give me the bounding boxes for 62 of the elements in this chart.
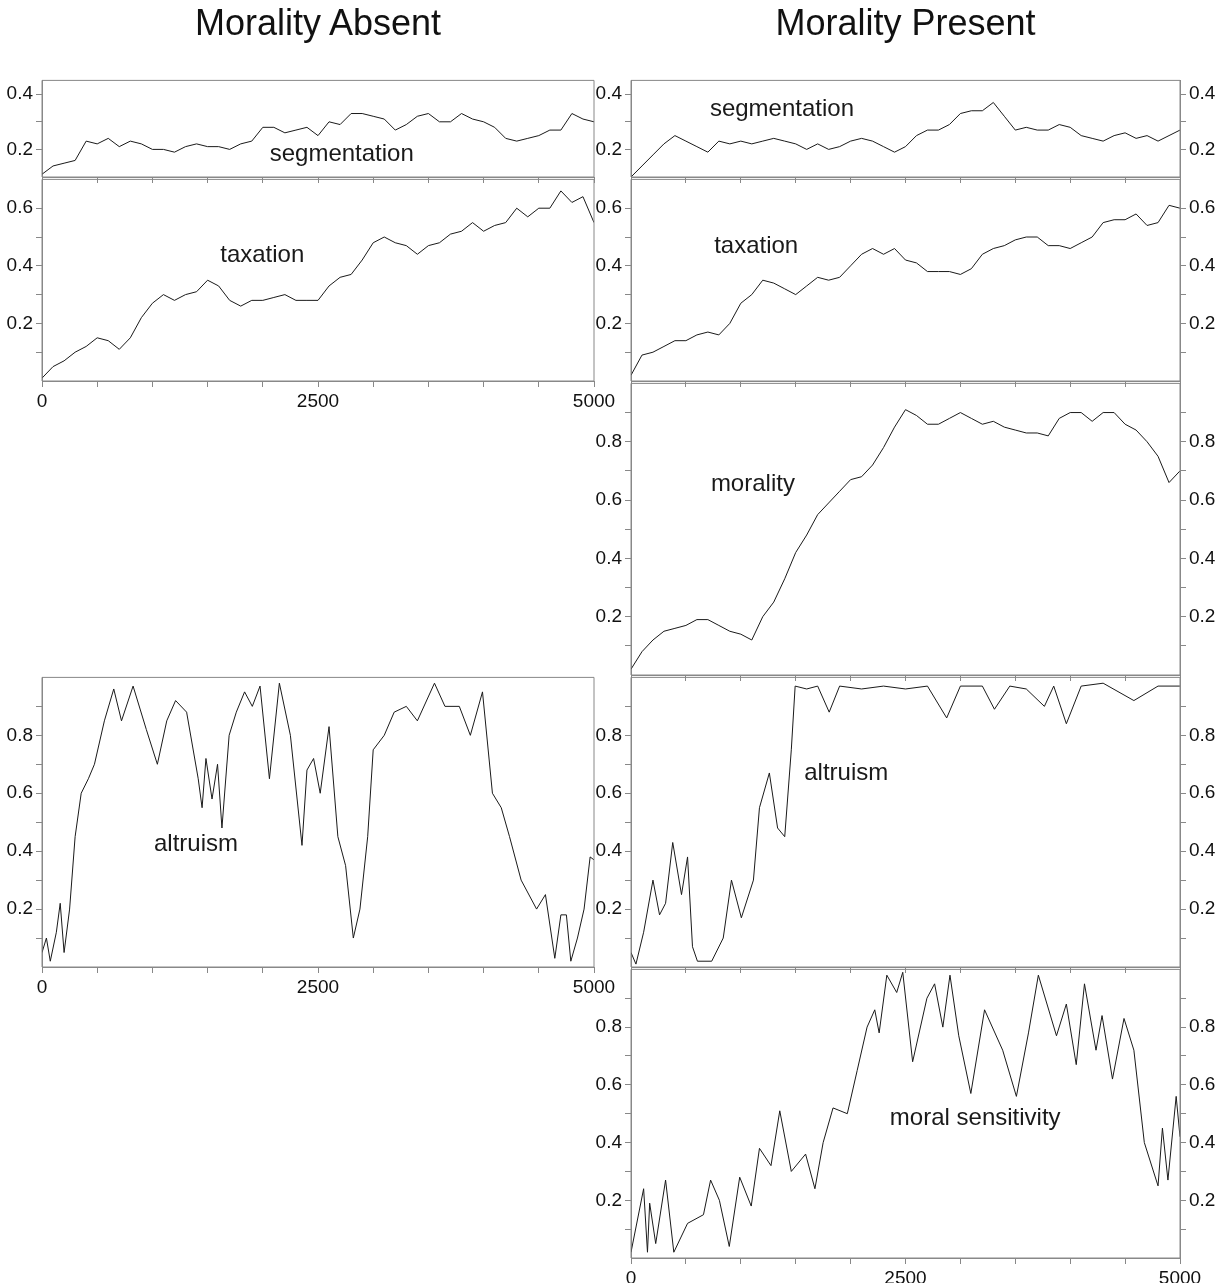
- x-tick-label: 5000: [1158, 1266, 1202, 1283]
- x-tick-label: 2500: [296, 389, 340, 411]
- series-label: segmentation: [269, 139, 414, 167]
- y-tick-label: 0.6: [595, 488, 622, 510]
- y2-tick-label: 0.6: [1189, 196, 1216, 218]
- y2-tick-label: 0.4: [1189, 839, 1216, 861]
- series-label: morality: [710, 469, 795, 497]
- y2-tick-label: 0.2: [1189, 137, 1216, 159]
- x-tick-label: 5000: [572, 975, 616, 997]
- chart-title: Morality Present: [774, 2, 1037, 44]
- y-tick-label: 0.2: [595, 897, 622, 919]
- x-tick-label: 0: [36, 975, 48, 997]
- y2-tick-label: 0.4: [1189, 1130, 1216, 1152]
- y2-tick-label: 0.6: [1189, 488, 1216, 510]
- y2-tick-label: 0.2: [1189, 1188, 1216, 1210]
- chart-title: Morality Absent: [193, 2, 443, 44]
- y-tick-label: 0.2: [6, 311, 33, 333]
- x-tick-label: 2500: [884, 1266, 927, 1283]
- x-tick-label: 2500: [296, 975, 340, 997]
- y-tick-label: 0.2: [595, 1188, 622, 1210]
- y-tick-label: 0.4: [6, 254, 34, 276]
- y-tick-label: 0.2: [595, 311, 622, 333]
- y-tick-label: 0.2: [595, 137, 622, 159]
- y-tick-label: 0.6: [595, 1073, 622, 1095]
- series-label: segmentation: [709, 94, 855, 122]
- x-tick-label: 0: [625, 1266, 637, 1283]
- series-label: altruism: [804, 758, 889, 786]
- y-tick-label: 0.2: [6, 897, 33, 919]
- y2-tick-label: 0.4: [1189, 546, 1216, 568]
- y2-tick-label: 0.2: [1189, 311, 1216, 333]
- y-tick-label: 0.4: [595, 82, 623, 104]
- y-tick-label: 0.6: [6, 196, 33, 218]
- y-tick-label: 0.2: [6, 137, 33, 159]
- series-label: taxation: [714, 231, 799, 259]
- y-tick-label: 0.6: [6, 781, 33, 803]
- y2-tick-label: 0.8: [1189, 1015, 1216, 1037]
- series-label: altruism: [154, 828, 239, 856]
- y2-tick-label: 0.4: [1189, 82, 1216, 104]
- y-tick-label: 0.4: [6, 839, 34, 861]
- series-label: taxation: [220, 240, 305, 268]
- x-tick-label: 0: [36, 389, 48, 411]
- y2-tick-label: 0.8: [1189, 429, 1216, 451]
- y-tick-label: 0.4: [595, 546, 623, 568]
- y2-tick-label: 0.4: [1189, 254, 1216, 276]
- y-tick-label: 0.4: [595, 839, 623, 861]
- y2-tick-label: 0.6: [1189, 1073, 1216, 1095]
- y-tick-label: 0.4: [595, 1130, 623, 1152]
- y-tick-label: 0.4: [6, 82, 34, 104]
- y2-tick-label: 0.8: [1189, 723, 1216, 745]
- series-label: moral sensitivity: [889, 1102, 1061, 1130]
- y-tick-label: 0.8: [6, 723, 33, 745]
- y-tick-label: 0.6: [595, 196, 622, 218]
- y-tick-label: 0.8: [595, 429, 622, 451]
- y-tick-label: 0.4: [595, 254, 623, 276]
- y2-tick-label: 0.2: [1189, 897, 1216, 919]
- y-tick-label: 0.8: [595, 723, 622, 745]
- y-tick-label: 0.6: [595, 781, 622, 803]
- y2-tick-label: 0.2: [1189, 604, 1216, 626]
- y2-tick-label: 0.6: [1189, 781, 1216, 803]
- x-tick-label: 5000: [572, 389, 616, 411]
- y-tick-label: 0.2: [595, 604, 622, 626]
- y-tick-label: 0.8: [595, 1015, 622, 1037]
